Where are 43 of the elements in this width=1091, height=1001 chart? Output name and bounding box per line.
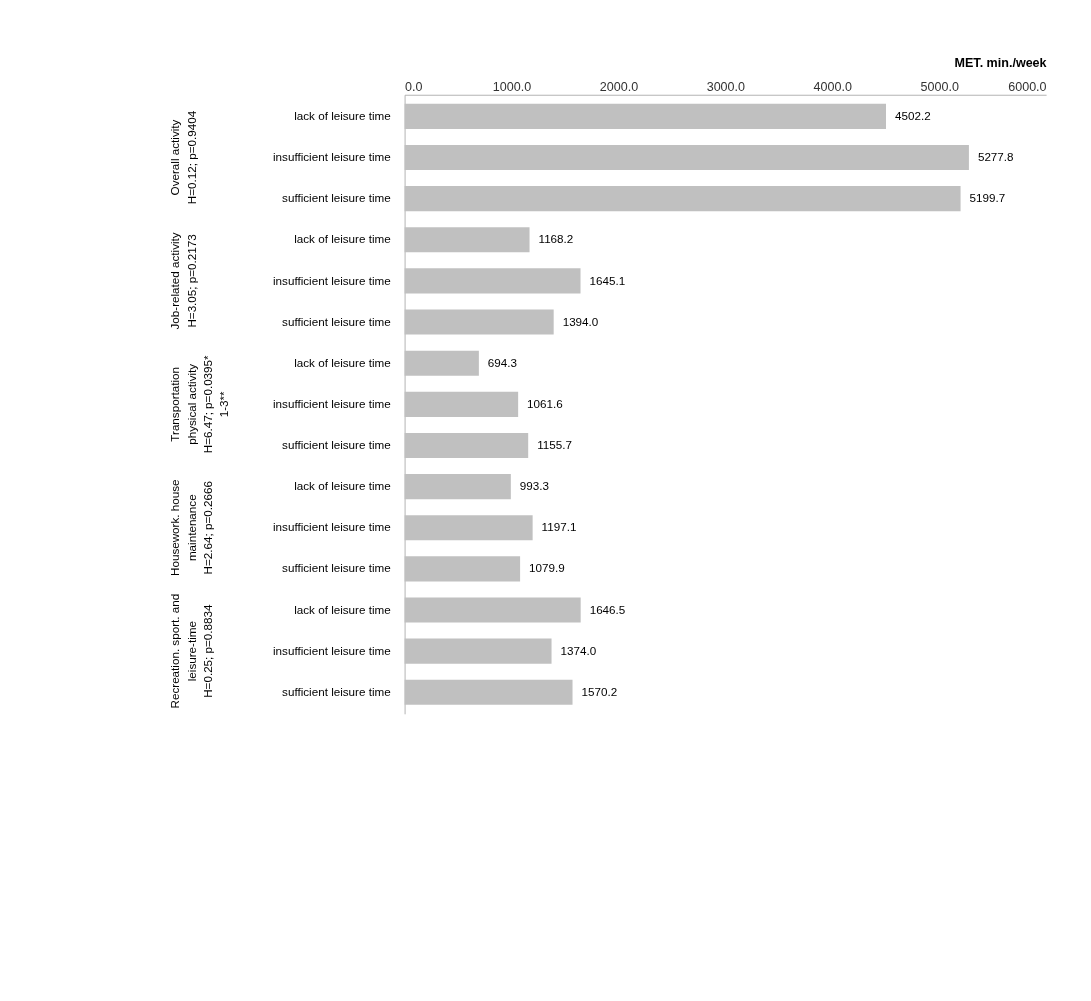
data-label: 694.3: [487, 355, 518, 369]
data-label: 1197.1: [541, 520, 577, 534]
data-label: 1079.9: [529, 561, 565, 575]
y-tick-label: insufficient leisure time: [273, 150, 391, 164]
data-label: 5277.8: [977, 150, 1014, 164]
text: Job-related activity H=3.05; p=0.2173: [168, 232, 198, 330]
data-label: 4502.2: [894, 108, 931, 122]
x-tick-label: 4000.0: [813, 79, 852, 94]
y-tick-label: lack of leisure time: [294, 602, 391, 616]
y-tick-label: lack of leisure time: [294, 355, 391, 369]
y-tick-label: sufficient leisure time: [282, 438, 391, 452]
y-tick-label: lack of leisure time: [294, 108, 391, 122]
data-label: 1394.0: [562, 314, 599, 328]
data-label: 1570.2: [581, 684, 618, 698]
data-label: 993.3: [519, 479, 549, 493]
x-axis-title: MET. min./week: [954, 56, 1047, 71]
y-tick-label: sufficient leisure time: [282, 684, 391, 698]
data-label: 1155.7: [537, 438, 572, 452]
x-tick-label: 1000.0: [492, 79, 532, 94]
x-tick-label: 6000.0: [1008, 79, 1047, 94]
data-label: 1168.2: [538, 232, 574, 246]
data-label: 1646.5: [589, 602, 626, 616]
x-tick-label: 3000.0: [706, 79, 746, 94]
y-tick-label: insufficient leisure time: [273, 643, 391, 657]
y-tick-label: lack of leisure time: [294, 232, 391, 246]
x-tick-label: 0.0: [405, 79, 423, 94]
data-label: 1645.1: [589, 273, 626, 287]
y-tick-label: lack of leisure time: [294, 479, 391, 493]
text: Recreation. sport. and leisure-time H=0.25; p=0.8834: [168, 593, 214, 709]
text: Transportation physical activity H=6.47; p=0.0395* 1-3**: [168, 354, 230, 454]
text: Overall activity H=0.12; p=0.9404: [168, 110, 198, 205]
text: Housework. house maintenance H=2.64; p=0.2666: [168, 479, 214, 576]
y-tick-label: insufficient leisure time: [273, 520, 391, 534]
y-tick-label: sufficient leisure time: [282, 561, 391, 575]
x-tick-label: 5000.0: [920, 79, 959, 94]
y-tick-label: insufficient leisure time: [273, 396, 391, 410]
y-tick-label: insufficient leisure time: [273, 273, 391, 287]
y-tick-label: sufficient leisure time: [282, 191, 391, 205]
data-label: 1061.6: [527, 396, 563, 410]
data-label: 1374.0: [560, 643, 597, 657]
x-tick-label: 2000.0: [599, 79, 639, 94]
y-tick-label: sufficient leisure time: [282, 314, 391, 328]
data-label: 5199.7: [969, 191, 1006, 205]
